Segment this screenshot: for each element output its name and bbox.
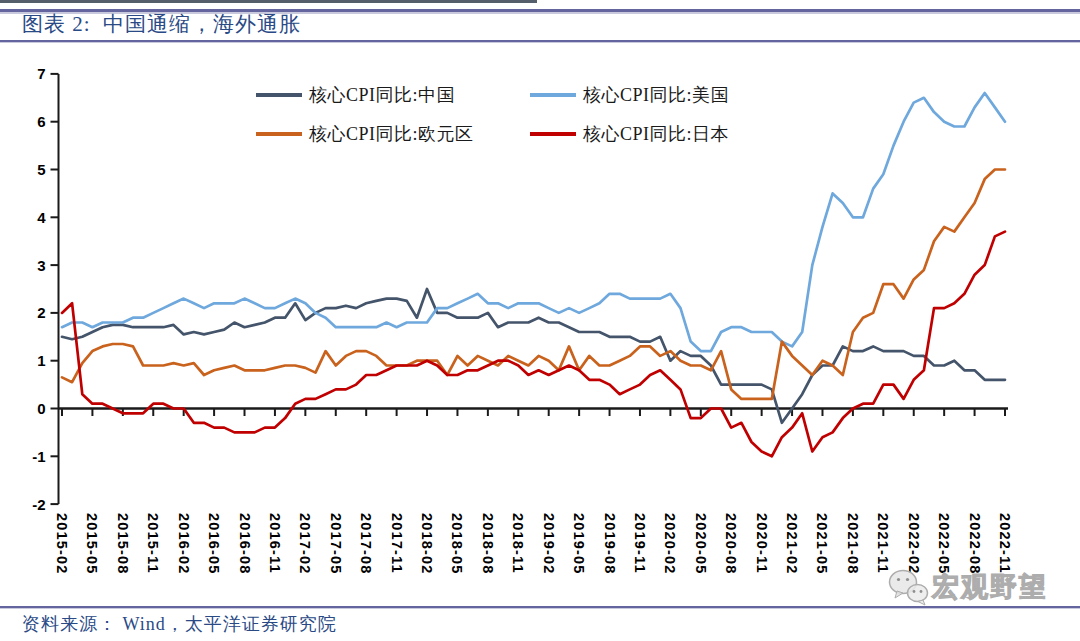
legend-item-china: 核心CPI同比:中国 <box>256 84 455 106</box>
y-tick-label: 0 <box>37 400 45 417</box>
legend-label-china: 核心CPI同比:中国 <box>309 83 455 107</box>
x-tick-label: 2015-02 <box>54 513 70 575</box>
legend-label-japan: 核心CPI同比:日本 <box>583 122 729 146</box>
y-tick-label: 2 <box>37 304 45 321</box>
x-tick-label: 2021-05 <box>814 513 830 575</box>
x-tick-label: 2017-08 <box>358 513 374 575</box>
china-line-swatch <box>256 93 302 97</box>
x-tick-label: 2017-11 <box>389 513 405 574</box>
wechat-icon <box>888 568 930 606</box>
footer-rule <box>0 606 1080 608</box>
x-tick-label: 2022-05 <box>936 513 952 575</box>
x-tick-label: 2018-02 <box>419 513 435 575</box>
series-line-2 <box>62 170 1005 399</box>
eurozone-line-swatch <box>256 132 302 136</box>
x-tick-label: 2016-11 <box>267 513 283 574</box>
y-tick-label: 6 <box>37 113 45 130</box>
y-tick-label: 3 <box>37 257 45 274</box>
x-tick-label: 2021-11 <box>875 513 891 574</box>
x-tick-label: 2022-08 <box>967 513 983 575</box>
source-text: 资料来源： Wind，太平洋证券研究院 <box>22 612 337 636</box>
x-tick-label: 2021-02 <box>784 513 800 575</box>
x-tick-label: 2018-11 <box>510 513 526 574</box>
japan-line-swatch <box>530 132 576 136</box>
y-tick-label: -2 <box>32 496 45 513</box>
x-tick-label: 2017-05 <box>328 513 344 575</box>
x-tick-label: 2019-11 <box>632 513 648 574</box>
x-tick-label: 2016-05 <box>206 513 222 575</box>
y-tick-label: 5 <box>37 161 45 178</box>
x-tick-label: 2019-08 <box>602 513 618 575</box>
x-tick-label: 2018-05 <box>449 513 465 575</box>
x-tick-label: 2020-11 <box>754 513 770 574</box>
y-tick-label: 1 <box>37 352 45 369</box>
legend-label-eurozone: 核心CPI同比:欧元区 <box>309 122 474 146</box>
x-tick-label: 2015-05 <box>84 513 100 575</box>
legend-item-us: 核心CPI同比:美国 <box>530 84 729 106</box>
legend-item-japan: 核心CPI同比:日本 <box>530 123 729 145</box>
y-tick-label: -1 <box>32 448 45 465</box>
x-tick-label: 2018-08 <box>480 513 496 575</box>
x-tick-label: 2020-05 <box>693 513 709 575</box>
watermark: 宏观野望 <box>888 568 1048 606</box>
x-tick-label: 2022-11 <box>997 513 1013 574</box>
legend-item-eurozone: 核心CPI同比:欧元区 <box>256 123 474 145</box>
x-tick-label: 2020-02 <box>662 513 678 575</box>
x-tick-label: 2019-05 <box>571 513 587 575</box>
x-tick-label: 2016-08 <box>237 513 253 575</box>
x-tick-label: 2017-02 <box>297 513 313 575</box>
x-tick-label: 2022-02 <box>906 513 922 575</box>
x-tick-label: 2020-08 <box>723 513 739 575</box>
y-tick-label: 7 <box>37 65 45 82</box>
x-tick-label: 2015-11 <box>145 513 161 574</box>
us-line-swatch <box>530 93 576 97</box>
y-tick-label: 4 <box>37 209 46 226</box>
series-line-3 <box>62 232 1005 457</box>
x-tick-label: 2021-08 <box>845 513 861 575</box>
x-tick-label: 2015-08 <box>115 513 131 575</box>
x-tick-label: 2016-02 <box>176 513 192 575</box>
x-tick-label: 2019-02 <box>541 513 557 575</box>
legend-label-us: 核心CPI同比:美国 <box>583 83 729 107</box>
watermark-text: 宏观野望 <box>932 569 1048 605</box>
